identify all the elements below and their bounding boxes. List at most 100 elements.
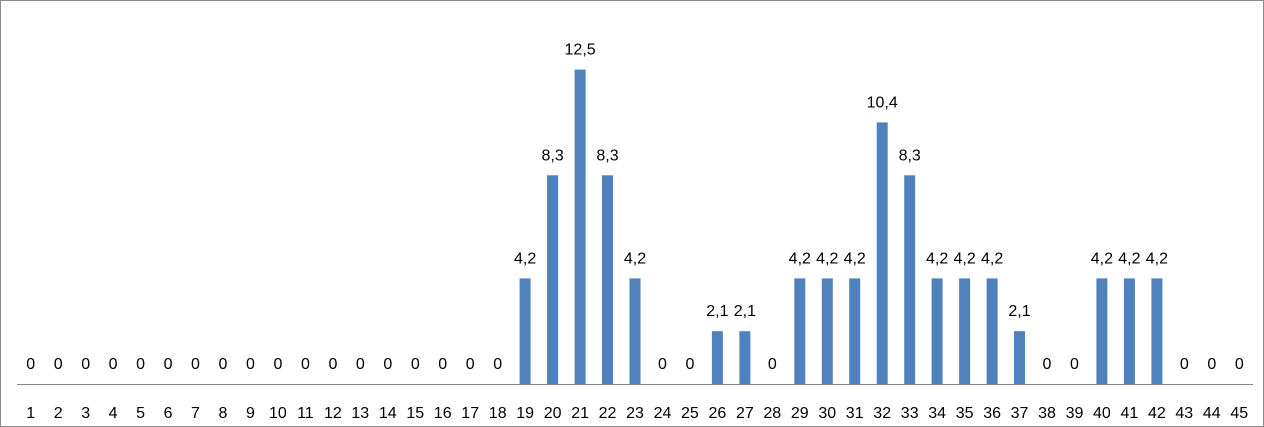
data-label-23: 4,2 [624, 250, 646, 267]
x-tick-label-45: 45 [1230, 405, 1248, 422]
data-label-2: 0 [54, 356, 63, 373]
data-label-42: 4,2 [1146, 250, 1168, 267]
data-label-26: 2,1 [706, 303, 728, 320]
x-tick-label-21: 21 [571, 405, 589, 422]
x-tick-label-25: 25 [681, 405, 699, 422]
bar-32 [876, 122, 888, 385]
x-tick-label-23: 23 [626, 405, 644, 422]
data-label-9: 0 [246, 356, 255, 373]
x-tick-label-42: 42 [1148, 405, 1166, 422]
x-axis-tick-labels: 1 2 3 4 5 6 7 8 9 10 11 12 13 14 15 16 17 18 19 20 21 22 23 24 2… [26, 405, 1248, 422]
x-tick-label-1: 1 [26, 405, 35, 422]
x-tick-label-35: 35 [956, 405, 974, 422]
x-tick-label-22: 22 [599, 405, 617, 422]
data-label-3: 0 [81, 356, 90, 373]
bar-35 [959, 278, 971, 384]
x-tick-label-43: 43 [1175, 405, 1193, 422]
data-label-36: 4,2 [981, 250, 1003, 267]
x-tick-label-11: 11 [297, 405, 314, 422]
bar-19 [519, 278, 531, 384]
data-label-10: 0 [273, 356, 282, 373]
x-tick-label-8: 8 [219, 405, 228, 422]
data-label-19: 4,2 [514, 250, 536, 267]
data-label-1: 0 [26, 356, 35, 373]
data-label-6: 0 [164, 356, 173, 373]
bar-21 [574, 69, 586, 384]
data-label-37: 2,1 [1008, 303, 1030, 320]
data-label-18: 0 [493, 356, 502, 373]
data-label-16: 0 [438, 356, 447, 373]
x-tick-label-9: 9 [246, 405, 255, 422]
x-tick-label-26: 26 [709, 405, 727, 422]
bar-42 [1151, 278, 1163, 384]
x-tick-label-14: 14 [379, 405, 397, 422]
x-tick-label-4: 4 [109, 405, 118, 422]
x-tick-label-33: 33 [901, 405, 919, 422]
data-label-44: 0 [1207, 356, 1216, 373]
x-tick-label-24: 24 [654, 405, 672, 422]
data-label-21: 12,5 [565, 42, 596, 59]
data-label-14: 0 [383, 356, 392, 373]
x-tick-label-7: 7 [191, 405, 200, 422]
data-label-4: 0 [109, 356, 118, 373]
x-tick-label-28: 28 [763, 405, 781, 422]
data-label-17: 0 [466, 356, 475, 373]
bar-31 [849, 278, 861, 384]
x-tick-label-44: 44 [1203, 405, 1221, 422]
bar-27 [739, 331, 751, 384]
data-label-39: 0 [1070, 356, 1079, 373]
x-tick-label-3: 3 [81, 405, 90, 422]
x-tick-label-34: 34 [928, 405, 946, 422]
data-label-8: 0 [219, 356, 228, 373]
data-label-34: 4,2 [926, 250, 948, 267]
x-tick-label-38: 38 [1038, 405, 1056, 422]
x-tick-label-19: 19 [516, 405, 534, 422]
data-label-22: 8,3 [596, 147, 618, 164]
data-label-31: 4,2 [844, 250, 866, 267]
data-label-7: 0 [191, 356, 200, 373]
x-tick-label-36: 36 [983, 405, 1001, 422]
x-tick-label-10: 10 [269, 405, 287, 422]
data-label-28: 0 [768, 356, 777, 373]
data-label-40: 4,2 [1091, 250, 1113, 267]
data-label-15: 0 [411, 356, 420, 373]
x-tick-label-20: 20 [544, 405, 562, 422]
bar-40 [1096, 278, 1108, 384]
bar-26 [711, 331, 723, 384]
bars [519, 69, 1163, 385]
bar-20 [547, 175, 559, 384]
x-tick-label-17: 17 [461, 405, 479, 422]
x-tick-label-13: 13 [351, 405, 369, 422]
bar-22 [602, 175, 613, 384]
x-tick-label-18: 18 [489, 405, 507, 422]
x-tick-label-30: 30 [818, 405, 836, 422]
data-label-41: 4,2 [1118, 250, 1140, 267]
data-label-5: 0 [136, 356, 145, 373]
x-tick-label-37: 37 [1011, 405, 1029, 422]
x-tick-label-29: 29 [791, 405, 809, 422]
x-tick-label-2: 2 [54, 405, 63, 422]
x-tick-label-5: 5 [136, 405, 145, 422]
data-label-24: 0 [658, 356, 667, 373]
bar-37 [1014, 331, 1025, 384]
bar-23 [629, 278, 641, 384]
x-tick-label-31: 31 [846, 405, 864, 422]
data-label-38: 0 [1043, 356, 1052, 373]
data-label-43: 0 [1180, 356, 1189, 373]
data-label-33: 8,3 [899, 147, 921, 164]
data-label-25: 0 [685, 356, 694, 373]
data-label-20: 8,3 [541, 147, 563, 164]
x-tick-label-6: 6 [164, 405, 173, 422]
bar-33 [904, 175, 916, 384]
data-label-35: 4,2 [953, 250, 975, 267]
data-label-27: 2,1 [734, 303, 756, 320]
x-tick-label-12: 12 [324, 405, 342, 422]
x-tick-label-39: 39 [1066, 405, 1084, 422]
bar-36 [986, 278, 998, 384]
bar-30 [821, 278, 833, 384]
bar-34 [931, 278, 943, 384]
bar-41 [1123, 278, 1135, 384]
x-tick-label-15: 15 [406, 405, 424, 422]
